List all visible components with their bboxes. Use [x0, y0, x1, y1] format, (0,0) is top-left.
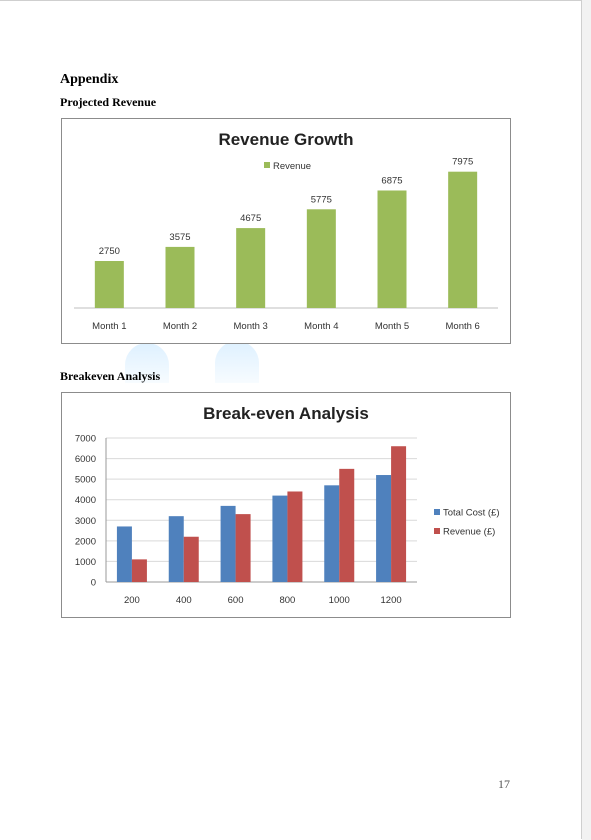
x-tick-label: Month 4: [304, 321, 338, 332]
data-label: 3575: [169, 232, 190, 243]
revenue-growth-svg: Revenue Growth Revenue 2750 Month 1 3575 Mont…: [74, 130, 498, 332]
x-tick-label: Month 6: [446, 321, 480, 332]
data-label: 2750: [99, 246, 120, 257]
bar-revenue: [131, 559, 147, 582]
y-tick-label: 7000: [75, 434, 96, 445]
legend-label-revenue: Revenue (£): [443, 527, 495, 538]
bar-revenue: [165, 246, 195, 308]
bar-revenue: [339, 468, 355, 582]
x-tick-label: Month 3: [234, 321, 268, 332]
legend-label-revenue: Revenue: [273, 161, 311, 172]
bar-revenue: [235, 514, 251, 582]
y-tick-label: 1000: [75, 557, 96, 568]
y-tick-label: 6000: [75, 454, 96, 465]
break-even-svg: Break-even Analysis 0 1000 2000 3000 4000 5000…: [75, 404, 500, 606]
watermark-shape-right: [215, 341, 259, 383]
x-tick-label: 1200: [381, 595, 402, 606]
x-tick-label: 200: [124, 595, 140, 606]
revenue-growth-chart: Revenue Growth Revenue 2750 Month 1 3575 Mont…: [61, 118, 511, 344]
bar-total-cost: [116, 526, 132, 582]
breakeven-analysis-heading: Breakeven Analysis: [60, 369, 161, 383]
bar-revenue: [448, 171, 478, 308]
y-tick-label: 0: [91, 578, 96, 589]
data-label: 6875: [381, 175, 402, 186]
bar-revenue: [287, 491, 303, 582]
break-even-chart: Break-even Analysis 0 1000 2000 3000 4000 5000…: [61, 392, 511, 618]
y-tick-label: 3000: [75, 516, 96, 527]
legend-swatch-total-cost: [434, 509, 440, 515]
page-number: 17: [498, 777, 510, 791]
x-tick-label: 400: [176, 595, 192, 606]
chart-title: Break-even Analysis: [203, 404, 369, 423]
bar-total-cost: [220, 505, 236, 582]
data-label: 5775: [311, 194, 332, 205]
x-tick-label: 600: [228, 595, 244, 606]
chart-title: Revenue Growth: [218, 130, 353, 149]
x-tick-label: 1000: [329, 595, 350, 606]
legend-swatch-revenue: [264, 162, 270, 168]
projected-revenue-heading: Projected Revenue: [60, 95, 157, 109]
data-label: 7975: [452, 157, 473, 168]
bar-revenue: [94, 260, 124, 308]
bar-total-cost: [376, 475, 392, 582]
watermark-shape-left: [125, 343, 169, 383]
legend-label-total-cost: Total Cost (£): [443, 508, 500, 519]
bar-revenue: [377, 190, 407, 308]
scroll-gutter: [582, 0, 591, 840]
bar-revenue: [391, 446, 407, 582]
y-tick-label: 4000: [75, 495, 96, 506]
bar-revenue: [236, 228, 266, 308]
bar-total-cost: [324, 485, 340, 582]
data-label: 4675: [240, 213, 261, 224]
y-tick-label: 2000: [75, 536, 96, 547]
bar-total-cost: [272, 495, 288, 582]
bar-revenue: [183, 536, 199, 582]
bar-revenue: [306, 209, 336, 308]
x-tick-label: Month 1: [92, 321, 126, 332]
y-tick-label: 5000: [75, 475, 96, 486]
x-tick-label: 800: [279, 595, 295, 606]
appendix-heading: Appendix: [60, 72, 119, 87]
x-tick-label: Month 2: [163, 321, 197, 332]
x-tick-label: Month 5: [375, 321, 409, 332]
legend-swatch-revenue: [434, 528, 440, 534]
bar-total-cost: [168, 516, 184, 582]
